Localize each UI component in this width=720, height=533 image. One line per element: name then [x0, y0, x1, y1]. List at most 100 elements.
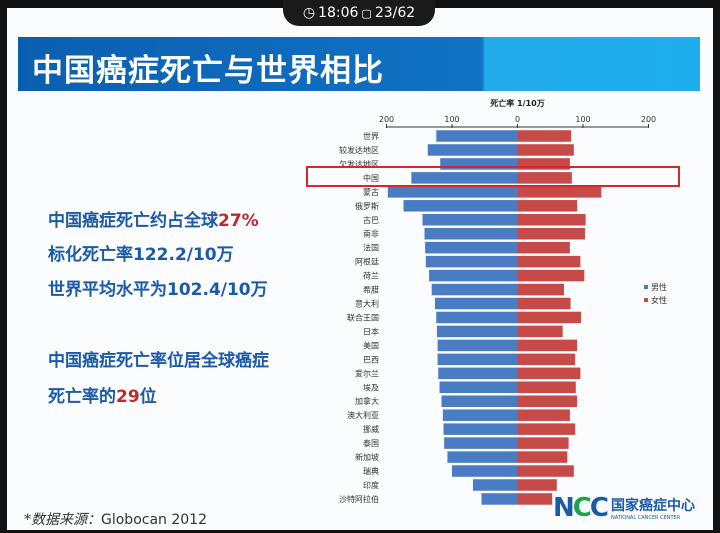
category-label: 美国: [363, 340, 379, 350]
bar-male: [442, 409, 518, 421]
legend-swatch: [644, 298, 648, 302]
bar-male: [438, 367, 518, 380]
category-label: 南非: [363, 229, 379, 239]
bullet-2: 标化死亡率122.2/10万: [48, 245, 234, 265]
category-label: 加拿大: [355, 396, 379, 406]
bar-male: [427, 144, 518, 156]
category-label: 沙特阿拉伯: [339, 494, 379, 504]
category-label: 古巴: [363, 215, 379, 225]
category-label: 阿根廷: [355, 257, 379, 267]
category-label: 日本: [363, 326, 379, 336]
bar-male: [422, 214, 518, 226]
bar-female: [517, 353, 576, 366]
bar-female: [517, 158, 570, 170]
category-label: 瑞典: [363, 466, 379, 476]
bullet-5: 死亡率的29位: [48, 387, 157, 407]
bar-male: [452, 465, 518, 477]
category-label: 世界: [363, 131, 379, 141]
bar-male: [411, 172, 518, 184]
bar-female: [517, 367, 581, 380]
bar-male: [439, 381, 518, 394]
category-label: 较发达地区: [339, 145, 379, 155]
category-label: 蒙古: [363, 187, 379, 197]
bar-female: [517, 130, 572, 142]
bar-female: [517, 283, 565, 296]
category-label: 印度: [363, 480, 379, 490]
clock-icon: ◷: [302, 5, 316, 21]
bar-female: [517, 269, 585, 282]
bar-male: [425, 241, 518, 254]
category-label: 新加坡: [355, 452, 379, 462]
bar-male: [429, 269, 518, 282]
bar-female: [517, 200, 578, 212]
bar-female: [517, 395, 578, 407]
bar-female: [517, 297, 571, 310]
bar-male: [447, 451, 518, 463]
bar-male: [443, 423, 518, 435]
bar-female: [517, 465, 574, 477]
bar-male: [387, 186, 518, 198]
bar-male: [481, 493, 518, 505]
tick-label: 200: [379, 115, 394, 124]
category-label: 联合王国: [347, 312, 379, 322]
bar-female: [517, 479, 557, 491]
category-label: 荷兰: [363, 271, 379, 281]
bar-male: [431, 283, 518, 296]
axis-title: 死亡率 1/10万: [489, 98, 544, 108]
bar-male: [436, 130, 518, 142]
bar-male: [472, 479, 518, 491]
category-label: 希腊: [363, 285, 379, 295]
tick-label: 0: [515, 115, 520, 124]
bar-male: [437, 339, 518, 352]
bar-female: [517, 172, 572, 184]
china-highlight-box: [306, 166, 680, 187]
bar-female: [517, 339, 578, 352]
bar-female: [517, 409, 570, 421]
ncc-mark: NCC: [553, 493, 609, 523]
data-source: *数据来源：Globocan 2012: [24, 512, 207, 528]
category-label: 巴西: [363, 355, 379, 364]
category-label: 中国: [363, 173, 379, 183]
time: 18:06: [318, 5, 359, 21]
bar-male: [434, 297, 518, 310]
category-label: 泰国: [363, 438, 379, 448]
category-label: 法国: [363, 243, 379, 253]
bar-male: [436, 311, 518, 324]
legend-label: 男性: [651, 282, 667, 292]
bullet-1: 中国癌症死亡约占全球27%: [48, 211, 259, 231]
bar-female: [517, 311, 582, 324]
bar-male: [441, 395, 518, 407]
bar-female: [517, 144, 574, 156]
slide: [7, 8, 713, 530]
bar-female: [517, 325, 563, 338]
bullet-4: 中国癌症死亡率位居全球癌症: [48, 351, 269, 371]
legend-swatch: [644, 285, 648, 289]
bar-female: [517, 255, 581, 268]
category-label: 挪威: [363, 424, 379, 434]
bullet-3: 世界平均水平为102.4/10万: [48, 280, 268, 300]
status-bar: ◷ 18:06 ▢ 23/62: [283, 0, 435, 26]
bar-female: [517, 423, 576, 435]
bar-female: [517, 437, 569, 449]
page-counter: 23/62: [374, 5, 416, 21]
slide-title: 中国癌症死亡与世界相比: [32, 53, 384, 89]
bar-male: [424, 227, 518, 240]
title-bar: 中国癌症死亡与世界相比: [18, 37, 700, 91]
bar-female: [517, 186, 602, 198]
slide-icon: ▢: [361, 6, 372, 20]
bar-female: [517, 227, 585, 240]
bar-female: [517, 241, 570, 254]
ncc-logo: NCC 国家癌症中心 NATIONAL CANCER CENTER: [553, 493, 695, 523]
bar-male: [403, 200, 518, 212]
tick-label: 100: [444, 115, 459, 124]
category-label: 爱尔兰: [355, 368, 379, 378]
bar-male: [444, 437, 518, 449]
category-label: 埃及: [363, 382, 379, 392]
bar-male: [436, 325, 518, 338]
bar-male: [437, 353, 518, 366]
category-label: 澳大利亚: [347, 410, 379, 420]
category-label: 意大利: [355, 299, 379, 309]
legend-label: 女性: [651, 295, 667, 305]
